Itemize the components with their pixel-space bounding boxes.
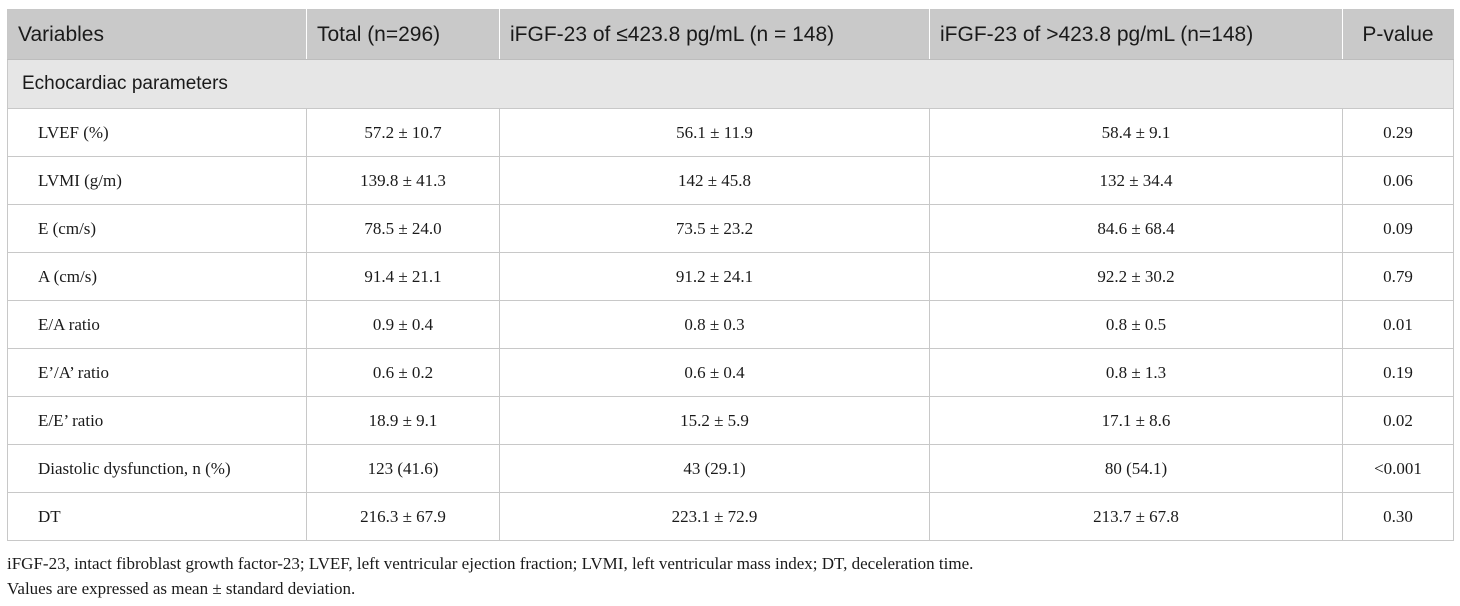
p-value-cell: 0.09: [1342, 204, 1454, 253]
p-value-cell: 0.02: [1342, 396, 1454, 445]
footnote-abbreviations: iFGF-23, intact fibroblast growth factor…: [7, 554, 974, 573]
table-row: LVMI (g/m) 139.8 ± 41.3 142 ± 45.8 132 ± 34…: [7, 156, 1454, 205]
header-variables: Variables: [7, 9, 307, 60]
total-cell: 0.6 ± 0.2: [306, 348, 500, 397]
p-value-cell: 0.01: [1342, 300, 1454, 349]
high-ifgf23-cell: 132 ± 34.4: [929, 156, 1343, 205]
total-cell: 139.8 ± 41.3: [306, 156, 500, 205]
high-ifgf23-cell: 84.6 ± 68.4: [929, 204, 1343, 253]
variable-cell: E (cm/s): [7, 204, 307, 253]
p-value-cell: 0.79: [1342, 252, 1454, 301]
high-ifgf23-cell: 17.1 ± 8.6: [929, 396, 1343, 445]
high-ifgf23-cell: 0.8 ± 1.3: [929, 348, 1343, 397]
variable-cell: DT: [7, 492, 307, 541]
low-ifgf23-cell: 73.5 ± 23.2: [499, 204, 930, 253]
high-ifgf23-cell: 213.7 ± 67.8: [929, 492, 1343, 541]
variable-cell: E’/A’ ratio: [7, 348, 307, 397]
total-cell: 78.5 ± 24.0: [306, 204, 500, 253]
table-row: DT 216.3 ± 67.9 223.1 ± 72.9 213.7 ± 67.8 0.…: [7, 492, 1454, 541]
low-ifgf23-cell: 142 ± 45.8: [499, 156, 930, 205]
header-p-value: P-value: [1342, 9, 1454, 60]
table-row: Diastolic dysfunction, n (%) 123 (41.6) 43…: [7, 444, 1454, 493]
total-cell: 91.4 ± 21.1: [306, 252, 500, 301]
header-total: Total (n=296): [306, 9, 500, 60]
header-row: Variables Total (n=296) iFGF-23 of ≤423.…: [7, 9, 1454, 60]
low-ifgf23-cell: 56.1 ± 11.9: [499, 108, 930, 157]
low-ifgf23-cell: 0.6 ± 0.4: [499, 348, 930, 397]
p-value-cell: 0.29: [1342, 108, 1454, 157]
low-ifgf23-cell: 223.1 ± 72.9: [499, 492, 930, 541]
variable-cell: A (cm/s): [7, 252, 307, 301]
total-cell: 123 (41.6): [306, 444, 500, 493]
low-ifgf23-cell: 0.8 ± 0.3: [499, 300, 930, 349]
section-label: Echocardiac parameters: [7, 59, 1454, 109]
total-cell: 57.2 ± 10.7: [306, 108, 500, 157]
p-value-cell: <0.001: [1342, 444, 1454, 493]
total-cell: 216.3 ± 67.9: [306, 492, 500, 541]
table-row: A (cm/s) 91.4 ± 21.1 91.2 ± 24.1 92.2 ± 30.…: [7, 252, 1454, 301]
table-row: E/A ratio 0.9 ± 0.4 0.8 ± 0.3 0.8 ± 0.5 0.01: [7, 300, 1454, 349]
footnotes: iFGF-23, intact fibroblast growth factor…: [7, 551, 1453, 601]
footnote-values: Values are expressed as mean ± standard …: [7, 579, 356, 598]
low-ifgf23-cell: 91.2 ± 24.1: [499, 252, 930, 301]
p-value-cell: 0.30: [1342, 492, 1454, 541]
low-ifgf23-cell: 15.2 ± 5.9: [499, 396, 930, 445]
data-table: Variables Total (n=296) iFGF-23 of ≤423.…: [7, 9, 1454, 541]
p-value-cell: 0.19: [1342, 348, 1454, 397]
high-ifgf23-cell: 80 (54.1): [929, 444, 1343, 493]
total-cell: 18.9 ± 9.1: [306, 396, 500, 445]
section-row: Echocardiac parameters: [7, 59, 1454, 109]
high-ifgf23-cell: 0.8 ± 0.5: [929, 300, 1343, 349]
table-row: LVEF (%) 57.2 ± 10.7 56.1 ± 11.9 58.4 ± 9.1…: [7, 108, 1454, 157]
total-cell: 0.9 ± 0.4: [306, 300, 500, 349]
high-ifgf23-cell: 92.2 ± 30.2: [929, 252, 1343, 301]
header-low-ifgf23: iFGF-23 of ≤423.8 pg/mL (n = 148): [499, 9, 930, 60]
variable-cell: E/E’ ratio: [7, 396, 307, 445]
variable-cell: Diastolic dysfunction, n (%): [7, 444, 307, 493]
low-ifgf23-cell: 43 (29.1): [499, 444, 930, 493]
variable-cell: LVEF (%): [7, 108, 307, 157]
table-row: E (cm/s) 78.5 ± 24.0 73.5 ± 23.2 84.6 ± 68.…: [7, 204, 1454, 253]
variable-cell: E/A ratio: [7, 300, 307, 349]
table-row: E/E’ ratio 18.9 ± 9.1 15.2 ± 5.9 17.1 ± 8.6…: [7, 396, 1454, 445]
p-value-cell: 0.06: [1342, 156, 1454, 205]
header-high-ifgf23: iFGF-23 of >423.8 pg/mL (n=148): [929, 9, 1343, 60]
table-row: E’/A’ ratio 0.6 ± 0.2 0.6 ± 0.4 0.8 ± 1.3 0.…: [7, 348, 1454, 397]
high-ifgf23-cell: 58.4 ± 9.1: [929, 108, 1343, 157]
variable-cell: LVMI (g/m): [7, 156, 307, 205]
